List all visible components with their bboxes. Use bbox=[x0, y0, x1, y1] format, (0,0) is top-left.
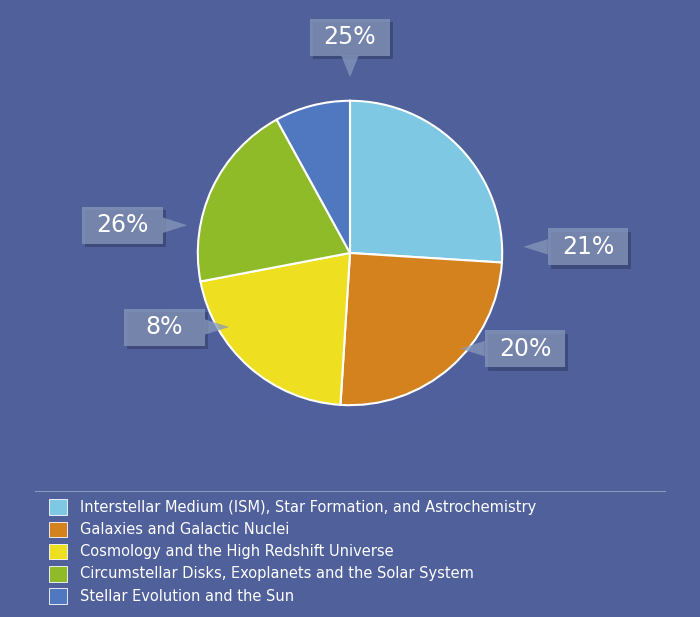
Text: 8%: 8% bbox=[146, 315, 183, 339]
Circle shape bbox=[332, 262, 368, 294]
Wedge shape bbox=[198, 120, 350, 281]
Text: 20%: 20% bbox=[499, 337, 551, 360]
Wedge shape bbox=[350, 101, 502, 262]
Text: 25%: 25% bbox=[323, 25, 377, 49]
Text: Cosmology and the High Redshift Universe: Cosmology and the High Redshift Universe bbox=[80, 544, 394, 559]
Text: 21%: 21% bbox=[562, 235, 614, 259]
Wedge shape bbox=[350, 229, 502, 258]
Wedge shape bbox=[340, 256, 502, 284]
Text: Interstellar Medium (ISM), Star Formation, and Astrochemistry: Interstellar Medium (ISM), Star Formatio… bbox=[80, 500, 537, 515]
Text: Stellar Evolution and the Sun: Stellar Evolution and the Sun bbox=[80, 589, 295, 603]
Text: Circumstellar Disks, Exoplanets and the Solar System: Circumstellar Disks, Exoplanets and the … bbox=[80, 566, 475, 581]
Text: 26%: 26% bbox=[97, 213, 148, 237]
Wedge shape bbox=[200, 253, 350, 405]
Wedge shape bbox=[340, 253, 502, 405]
Wedge shape bbox=[200, 256, 350, 284]
Text: Galaxies and Galactic Nuclei: Galaxies and Galactic Nuclei bbox=[80, 522, 290, 537]
Wedge shape bbox=[276, 101, 350, 253]
Wedge shape bbox=[198, 232, 350, 262]
Circle shape bbox=[341, 270, 359, 286]
Wedge shape bbox=[276, 229, 350, 256]
